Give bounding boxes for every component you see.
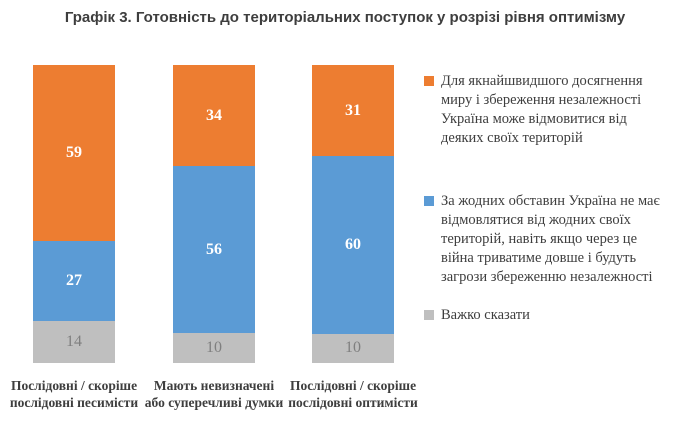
bar-1-segment-2: 27 xyxy=(33,240,115,322)
data-label: 10 xyxy=(206,339,222,357)
bar-1-segment-3: 14 xyxy=(33,321,115,363)
legend-swatch-icon xyxy=(424,196,434,206)
data-label: 10 xyxy=(345,339,361,357)
bar-2-segment-3: 10 xyxy=(173,333,255,363)
stacked-bar-2: 34 56 10 xyxy=(173,65,255,363)
bar-3-segment-3: 10 xyxy=(312,333,394,363)
data-label: 27 xyxy=(66,272,82,290)
category-label-1: Послідовні / скоріше послідовні песиміст… xyxy=(9,378,139,410)
legend-label: Для якнайшвидшого досягнення миру і збер… xyxy=(441,73,643,146)
data-label: 31 xyxy=(345,101,361,119)
legend-label: Важко сказати xyxy=(441,307,530,323)
category-label-2: Мають невизначені або суперечливі думки xyxy=(144,378,284,410)
data-label: 59 xyxy=(66,143,82,161)
legend-item-1: Для якнайшвидшого досягнення миру і збер… xyxy=(424,72,671,148)
legend-label: За жодних обставин Україна не має відмов… xyxy=(441,193,660,285)
legend-item-3: Важко сказати xyxy=(424,306,671,325)
bar-3-segment-2: 60 xyxy=(312,156,394,334)
stacked-bar-1: 59 27 14 xyxy=(33,65,115,363)
bar-2-segment-2: 56 xyxy=(173,166,255,334)
legend-swatch-icon xyxy=(424,310,434,320)
chart-title: Графік 3. Готовність до територіальних п… xyxy=(64,9,626,26)
data-label: 56 xyxy=(206,240,222,258)
plot-area: 59 27 14 34 56 10 31 60 10 xyxy=(0,65,420,363)
legend-swatch-icon xyxy=(424,76,434,86)
stacked-bar-3: 31 60 10 xyxy=(312,65,394,363)
data-label: 14 xyxy=(66,333,82,351)
legend-item-2: За жодних обставин Україна не має відмов… xyxy=(424,192,671,287)
category-label-3: Послідовні / скоріше послідовні оптиміст… xyxy=(288,378,418,410)
data-label: 60 xyxy=(345,235,361,253)
bar-3-segment-1: 31 xyxy=(312,65,394,157)
bar-2-segment-1: 34 xyxy=(173,65,255,167)
data-label: 34 xyxy=(206,106,222,124)
bar-1-segment-1: 59 xyxy=(33,65,115,241)
